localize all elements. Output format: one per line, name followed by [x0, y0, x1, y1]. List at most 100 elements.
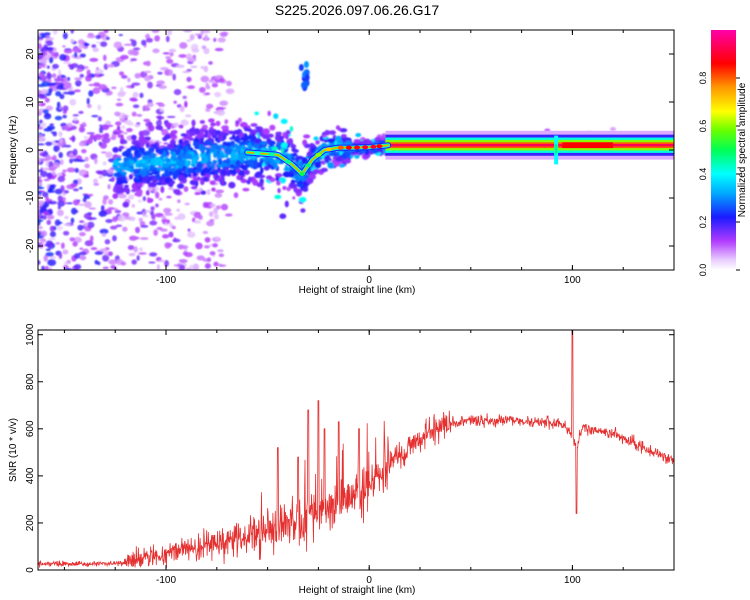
- spectrogram-noise-cell: [225, 213, 233, 217]
- spectrogram-signal-cell: [269, 124, 276, 131]
- spectrogram-signal-cell: [192, 158, 197, 165]
- spectrogram-noise-cell: [120, 54, 129, 60]
- spectrogram-signal-cell: [212, 128, 217, 136]
- spectrogram-noise-cell: [72, 241, 78, 247]
- spectrogram-noise-cell: [79, 247, 84, 250]
- spectrogram-noise-cell: [198, 214, 203, 220]
- spectrogram-noise-cell: [78, 203, 85, 206]
- spectrogram-noise-cell: [149, 139, 156, 142]
- spectrogram-signal-cell: [178, 138, 183, 145]
- spectrogram-noise-cell: [148, 261, 156, 264]
- spectrogram-signal-cell: [191, 119, 196, 127]
- spectrogram-signal-cell: [116, 125, 121, 131]
- spectrogram-noise-cell: [172, 238, 181, 243]
- spectrogram-noise-cell: [214, 192, 223, 198]
- spectrogram-signal-cell: [212, 159, 217, 166]
- spectrogram-noise-cell: [38, 186, 45, 189]
- spectrogram-signal-cell: [128, 174, 133, 180]
- spectrogram-noise-cell: [73, 89, 81, 93]
- spectrogram-noise-cell: [95, 34, 102, 40]
- spectrogram-noise-cell: [62, 45, 66, 48]
- spectrogram-signal-cell: [214, 170, 218, 174]
- spectrogram-noise-cell: [64, 267, 72, 270]
- spectrogram-signal-cell: [185, 153, 193, 160]
- spectrogram-noise-cell: [206, 220, 215, 227]
- spectrogram-signal-cell: [253, 143, 260, 148]
- spectrogram-noise-cell: [134, 124, 141, 128]
- spectrogram-noise-cell: [63, 48, 73, 54]
- spectrogram-ridge-peak: [254, 151, 261, 156]
- spectrogram-signal-cell: [216, 149, 221, 156]
- spectrogram-signal-cell: [148, 121, 152, 129]
- spectrogram-noise-cell: [161, 234, 170, 239]
- spectrogram-signal-cell: [302, 187, 309, 192]
- spectrogram-noise-cell: [213, 207, 219, 215]
- spectrogram-signal-cell: [267, 110, 271, 117]
- spectrogram-signal-cell: [239, 170, 246, 177]
- spectrogram-noise-cell: [62, 105, 69, 112]
- spectrogram-signal-cell: [115, 121, 122, 126]
- snr-x-tick-label: 100: [564, 575, 581, 586]
- spectrogram-signal-cell: [315, 139, 320, 145]
- spectrogram-noise-cell: [88, 207, 97, 210]
- spectrogram-noise-cell: [103, 125, 108, 129]
- spectrogram-noise-cell: [47, 259, 57, 266]
- spectrogram-noise-cell: [38, 58, 48, 64]
- spectrogram-noise-cell: [151, 214, 156, 221]
- spectrogram-noise-cell: [220, 203, 229, 211]
- spectrogram-noise-cell: [63, 223, 72, 226]
- spectrogram-noise-cell: [113, 41, 123, 49]
- spectrogram-noise-cell: [207, 257, 212, 263]
- spectrogram-noise-cell: [54, 115, 63, 121]
- spectrogram-noise-cell: [102, 266, 109, 270]
- spectrogram-noise-cell: [115, 224, 123, 228]
- spectrogram-noise-cell: [112, 131, 119, 135]
- spectrogram-signal-cell: [279, 213, 287, 219]
- spectrogram-noise-cell: [60, 159, 64, 166]
- spectrogram-noise-cell: [62, 249, 69, 255]
- spectrogram-noise-cell: [78, 43, 85, 49]
- spectrogram-noise-cell: [45, 240, 54, 248]
- colorbar-tick-label: 0.8: [698, 72, 708, 85]
- spectrogram-noise-cell: [63, 190, 69, 194]
- spectrogram-noise-cell: [119, 87, 124, 93]
- spectrogram-noise-cell: [38, 200, 45, 205]
- spectrogram-signal-cell: [345, 140, 352, 145]
- spectrogram-signal-cell: [160, 186, 165, 194]
- spectrogram-noise-cell: [211, 79, 216, 84]
- spectrogram-signal-cell: [226, 157, 231, 165]
- spectrogram-signal-cell: [218, 136, 222, 142]
- spectrogram-noise-cell: [198, 86, 206, 93]
- spectrogram-noise-cell: [206, 189, 211, 196]
- spectrogram-noise-cell: [145, 37, 154, 43]
- spectrogram-noise-cell: [63, 262, 71, 265]
- spectrogram-signal-cell: [162, 163, 171, 168]
- spectrogram-signal-cell: [228, 130, 235, 135]
- spectrogram-signal-cell: [339, 128, 348, 133]
- spectrogram-noise-cell: [56, 172, 63, 177]
- spectrogram-noise-cell: [97, 104, 102, 111]
- spectrogram-signal-cell: [136, 190, 143, 197]
- spectrogram-noise-cell: [144, 209, 151, 213]
- spectrogram-noise-cell: [42, 167, 51, 171]
- spectrogram-noise-cell: [116, 98, 122, 101]
- spectrogram-noise-cell: [85, 75, 92, 82]
- spectrogram-noise-cell: [93, 182, 100, 186]
- spectrogram-signal-cell: [176, 167, 185, 173]
- spectrogram-noise-cell: [45, 105, 54, 111]
- spectrogram-signal-cell: [353, 139, 361, 144]
- spectrogram-signal-cell: [254, 111, 259, 116]
- spectrogram-noise-cell: [56, 145, 60, 151]
- spectrogram-signal-cell: [185, 160, 189, 166]
- spectrogram-noise-cell: [173, 264, 181, 267]
- spectrogram-signal-cell: [271, 146, 278, 151]
- spectrogram-noise-cell: [154, 212, 164, 218]
- spectrogram-noise-cell: [118, 193, 127, 199]
- spectrogram-noise-cell: [203, 47, 210, 55]
- spectrogram-ridge-peak: [315, 152, 322, 157]
- spectrogram-signal-cell: [253, 160, 258, 168]
- spectrogram-noise-cell: [169, 52, 174, 57]
- snr-frame: [37, 329, 675, 571]
- spectrogram-noise-cell: [97, 73, 105, 77]
